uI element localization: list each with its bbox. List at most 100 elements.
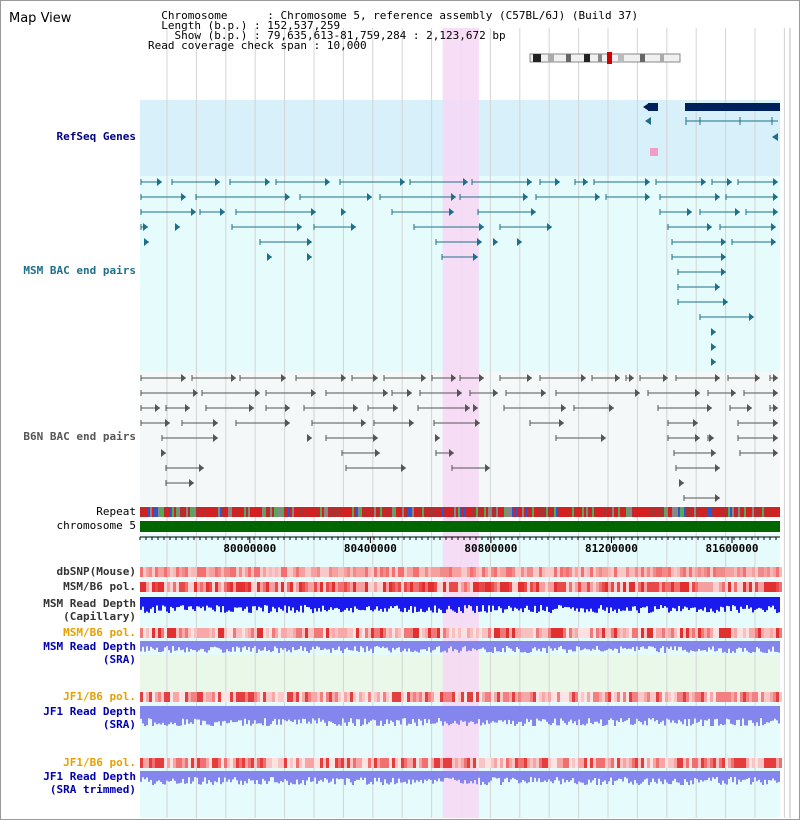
msm-sra-depth-bar bbox=[226, 641, 228, 650]
capillary-depth-bar bbox=[174, 597, 176, 611]
repeat-segment bbox=[726, 507, 728, 517]
track-label-msm-b6-pol-sra[interactable]: MSM/B6 pol. bbox=[63, 626, 136, 639]
jf1-trim-depth-bar bbox=[352, 771, 354, 785]
jf1-pol-trim-cell bbox=[539, 758, 542, 768]
b6n-pair-arrow bbox=[255, 389, 260, 397]
msm-sra-depth-bar bbox=[678, 641, 680, 647]
msm-sra-depth-bar bbox=[694, 641, 696, 652]
jf1-depth-bar bbox=[220, 706, 222, 726]
repeat-segment bbox=[326, 507, 328, 517]
jf1-pol-trim-cell bbox=[467, 758, 470, 768]
capillary-depth-bar bbox=[348, 597, 350, 611]
track-label-jf1-b6-pol-trim[interactable]: JF1/B6 pol. bbox=[63, 756, 136, 769]
msm-pair-arrow bbox=[493, 238, 498, 246]
msm-sra-depth-bar bbox=[722, 641, 724, 653]
msm-sra-depth-bar bbox=[310, 641, 312, 650]
jf1-trim-depth-bar bbox=[234, 771, 236, 778]
capillary-depth-bar bbox=[608, 597, 610, 613]
msm-pol-cell bbox=[254, 582, 257, 592]
msm-pair-arrow bbox=[517, 238, 522, 246]
repeat-segment bbox=[638, 507, 640, 517]
repeat-segment bbox=[736, 507, 738, 517]
dbsnp-cell bbox=[329, 567, 332, 577]
jf1-trim-depth-bar bbox=[426, 771, 428, 781]
jf1-pol-cell bbox=[524, 692, 527, 702]
capillary-depth-bar bbox=[238, 597, 240, 608]
jf1-depth-bar bbox=[148, 706, 150, 719]
jf1-pol-cell bbox=[710, 692, 713, 702]
track-label-msm-depth-sra[interactable]: MSM Read Depth bbox=[43, 640, 136, 653]
msm-sra-depth-bar bbox=[492, 641, 494, 653]
repeat-segment bbox=[194, 507, 196, 517]
jf1-pol-cell bbox=[635, 692, 638, 702]
jf1-pol-cell bbox=[674, 692, 677, 702]
jf1-depth-bar bbox=[682, 706, 684, 725]
jf1-trim-depth-bar bbox=[362, 771, 364, 780]
msm-pol-cell bbox=[626, 582, 629, 592]
jf1-trim-depth-bar bbox=[760, 771, 762, 783]
dbsnp-cell bbox=[530, 567, 533, 577]
repeat-segment bbox=[454, 507, 456, 517]
msm-pol-sra-cell bbox=[734, 628, 737, 638]
msm-sra-depth-bar bbox=[574, 641, 576, 652]
msm-pol-sra-cell bbox=[440, 628, 443, 638]
jf1-trim-depth-bar bbox=[488, 771, 490, 783]
msm-pol-cell bbox=[302, 582, 305, 592]
track-label-msm-depth-capillary[interactable]: MSM Read Depth bbox=[43, 597, 136, 610]
repeat-segment bbox=[632, 507, 634, 517]
dbsnp-cell bbox=[647, 567, 650, 577]
track-label-jf1-depth-trim[interactable]: JF1 Read Depth bbox=[43, 770, 136, 783]
msm-sra-depth-bar bbox=[220, 641, 222, 650]
jf1-trim-depth-bar bbox=[304, 771, 306, 785]
msm-pair-arrow bbox=[687, 208, 692, 216]
jf1-pol-cell bbox=[407, 692, 410, 702]
capillary-depth-bar bbox=[424, 597, 426, 613]
track-label-msm-bac[interactable]: MSM BAC end pairs bbox=[23, 264, 136, 277]
track-label-chromosome[interactable]: chromosome 5 bbox=[56, 519, 136, 532]
repeat-segment bbox=[654, 507, 656, 517]
capillary-depth-bar bbox=[308, 597, 310, 608]
msm-pol-cell bbox=[188, 582, 191, 592]
capillary-depth-bar bbox=[740, 597, 742, 607]
jf1-pol-trim-cell bbox=[749, 758, 752, 768]
jf1-trim-depth-bar bbox=[162, 771, 164, 785]
b6n-pair-arrow bbox=[773, 404, 778, 412]
msm-pol-sra-cell bbox=[515, 628, 518, 638]
track-label-repeat[interactable]: Repeat bbox=[96, 505, 136, 518]
jf1-depth-bar bbox=[382, 706, 384, 726]
track-label-dbsnp[interactable]: dbSNP(Mouse) bbox=[56, 565, 136, 578]
capillary-depth-bar bbox=[438, 597, 440, 609]
b6n-pair-arrow bbox=[361, 419, 366, 427]
jf1-depth-bar bbox=[626, 706, 628, 721]
track-label-jf1-depth[interactable]: JF1 Read Depth bbox=[43, 705, 136, 718]
msm-pol-cell bbox=[404, 582, 407, 592]
jf1-pol-trim-cell bbox=[710, 758, 713, 768]
capillary-depth-bar bbox=[268, 597, 270, 613]
msm-pol-cell bbox=[419, 582, 422, 592]
msm-pol-cell bbox=[203, 582, 206, 592]
jf1-pol-cell bbox=[737, 692, 740, 702]
msm-pair-arrow bbox=[547, 223, 552, 231]
b6n-pair-arrow bbox=[755, 374, 760, 382]
msm-sra-depth-bar bbox=[612, 641, 614, 651]
track-label-jf1-b6-pol[interactable]: JF1/B6 pol. bbox=[63, 690, 136, 703]
msm-sra-depth-bar bbox=[394, 641, 396, 650]
track-label-refseq-genes[interactable]: RefSeq Genes bbox=[56, 130, 136, 143]
capillary-depth-bar bbox=[736, 597, 738, 610]
msm-pol-sra-cell bbox=[701, 628, 704, 638]
capillary-depth-bar bbox=[400, 597, 402, 612]
b6n-pair-arrow bbox=[747, 404, 752, 412]
jf1-depth-bar bbox=[318, 706, 320, 719]
jf1-depth-bar bbox=[438, 706, 440, 719]
track-label-msm-b6-pol[interactable]: MSM/B6 pol. bbox=[63, 580, 136, 593]
repeat-segment bbox=[650, 507, 652, 517]
capillary-depth-bar bbox=[190, 597, 192, 607]
msm-sra-depth-bar bbox=[196, 641, 198, 652]
jf1-trim-depth-bar bbox=[348, 771, 350, 779]
capillary-depth-bar bbox=[624, 597, 626, 611]
msm-pol-sra-cell bbox=[290, 628, 293, 638]
track-label-b6n-bac[interactable]: B6N BAC end pairs bbox=[23, 430, 136, 443]
jf1-depth-bar bbox=[152, 706, 154, 726]
msm-sra-depth-bar bbox=[674, 641, 676, 647]
msm-pol-sra-cell bbox=[323, 628, 326, 638]
